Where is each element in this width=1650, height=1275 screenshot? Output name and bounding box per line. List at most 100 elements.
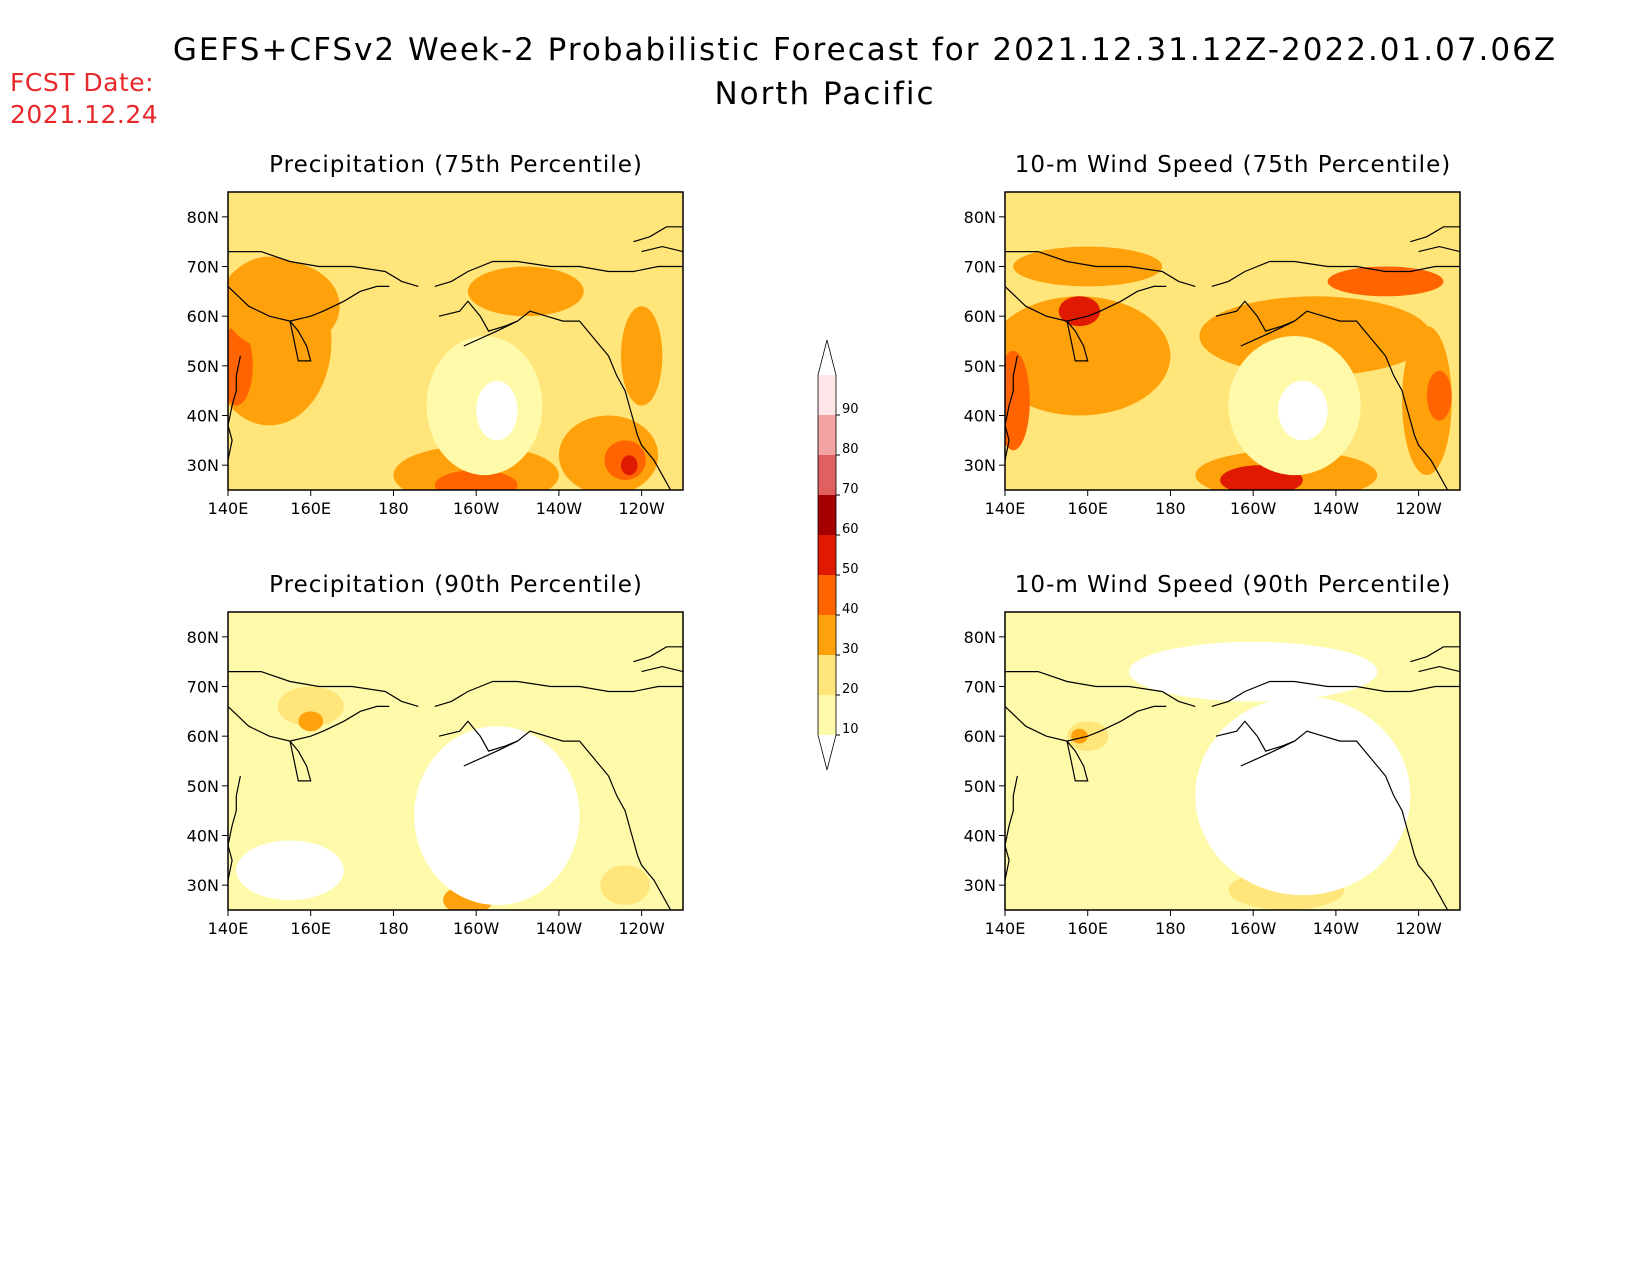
colorbar-swatch — [818, 575, 836, 615]
field-blob — [1071, 728, 1088, 744]
colorbar: 10 20 30 40 50 60 70 80 90 — [817, 339, 859, 771]
lon-tick-label: 160E — [290, 499, 331, 518]
lat-tick-label: 40N — [964, 407, 996, 426]
colorbar-label: 50 — [842, 562, 859, 577]
lon-tick-label: 160E — [290, 919, 331, 938]
field-blob — [434, 470, 518, 490]
map-frame — [227, 611, 684, 911]
coastline — [463, 730, 609, 777]
lon-tick-label: 180 — [1155, 919, 1186, 938]
colorbar-label: 30 — [842, 642, 859, 657]
colorbar-swatch — [818, 535, 836, 575]
coastline — [438, 300, 518, 332]
lat-tick-label: 40N — [187, 407, 219, 426]
map-wind90: 80N 70N 60N 50N 40N 30N 140E 160E 180 160W 140W 120… — [964, 611, 1461, 938]
lon-tick-label: 180 — [1155, 499, 1186, 518]
lat-tick-label: 70N — [187, 678, 219, 697]
coastline — [1211, 260, 1460, 287]
coastline — [228, 285, 390, 322]
lat-tick-label: 30N — [964, 456, 996, 475]
map-field-precip75 — [228, 192, 683, 490]
lat-tick-label: 30N — [187, 456, 219, 475]
coastline — [1384, 775, 1449, 910]
colorbar-label: 60 — [842, 522, 859, 537]
lat-tick-label: 50N — [964, 777, 996, 796]
lon-tick-label: 160W — [453, 499, 500, 518]
coastline — [228, 671, 419, 707]
coastline — [289, 320, 312, 362]
lat-tick-label: 80N — [964, 628, 996, 647]
field-blob — [1005, 350, 1030, 451]
fcst-date-value: 2021.12.24 — [10, 100, 159, 129]
lat-tick-label: 70N — [964, 258, 996, 277]
coastline — [1418, 665, 1460, 673]
field-blob — [467, 266, 584, 317]
page-subtitle: North Pacific — [714, 76, 936, 112]
coastline — [228, 775, 241, 881]
coastline — [633, 226, 683, 243]
lon-tick-label: 140E — [208, 499, 249, 518]
field-blob — [1013, 246, 1163, 287]
coastline — [228, 705, 390, 742]
field-blob — [228, 326, 253, 406]
coastline — [1005, 705, 1167, 742]
lon-tick-label: 180 — [378, 499, 409, 518]
map-wind75: 80N 70N 60N 50N 40N 30N 140E 160E 180 160W 140W 120… — [964, 191, 1461, 518]
colorbar-label: 40 — [842, 602, 859, 617]
lat-tick-label: 50N — [964, 357, 996, 376]
map-field-wind75 — [1005, 192, 1460, 490]
lat-tick-label: 40N — [187, 827, 219, 846]
lon-tick-label: 160E — [1067, 919, 1108, 938]
map-precip90: 80N 70N 60N 50N 40N 30N 140E 160E 180 160W 140W 120… — [187, 611, 684, 938]
field-blob — [1129, 641, 1378, 702]
coastline — [1410, 646, 1460, 663]
coastline — [641, 245, 683, 253]
field-blob — [1005, 296, 1171, 416]
lon-tick-label: 120W — [1395, 919, 1442, 938]
coastline — [633, 646, 683, 663]
coastline — [228, 251, 419, 287]
field-blob — [414, 726, 580, 906]
coastline — [1066, 740, 1089, 782]
colorbar-swatch — [818, 695, 836, 735]
panel-title-wind90: 10-m Wind Speed (90th Percentile) — [1014, 572, 1452, 598]
lat-tick-label: 30N — [187, 876, 219, 895]
colorbar-label: 90 — [842, 402, 859, 417]
coastline — [1410, 226, 1460, 243]
coastline — [289, 740, 312, 782]
lon-tick-label: 160W — [453, 919, 500, 938]
field-blob — [476, 380, 518, 441]
colorbar-swatch — [818, 655, 836, 695]
map-field-precip90 — [228, 612, 683, 910]
field-blob — [620, 306, 663, 406]
coastline — [1215, 720, 1295, 752]
coastline — [1066, 320, 1089, 362]
field-blob — [1426, 370, 1452, 421]
lat-tick-label: 40N — [964, 827, 996, 846]
lat-tick-label: 50N — [187, 357, 219, 376]
colorbar-label: 70 — [842, 482, 859, 497]
field-blob — [620, 455, 638, 476]
lon-tick-label: 120W — [618, 499, 665, 518]
lon-tick-label: 140E — [985, 919, 1026, 938]
lon-tick-label: 140E — [985, 499, 1026, 518]
lat-tick-label: 60N — [187, 727, 219, 746]
coastline — [228, 355, 241, 461]
lat-tick-label: 60N — [187, 307, 219, 326]
field-blob — [1327, 266, 1444, 297]
colorbar-swatch — [818, 455, 836, 495]
panel-title-precip90: Precipitation (90th Percentile) — [269, 572, 643, 598]
colorbar-swatch — [818, 415, 836, 455]
colorbar-label: 20 — [842, 682, 859, 697]
map-frame — [1004, 191, 1461, 491]
lon-tick-label: 160W — [1230, 499, 1277, 518]
lat-tick-label: 80N — [187, 208, 219, 227]
lon-tick-label: 160E — [1067, 499, 1108, 518]
lon-tick-label: 160W — [1230, 919, 1277, 938]
coastline — [641, 665, 683, 673]
lat-tick-label: 80N — [187, 628, 219, 647]
coastline — [1005, 285, 1167, 322]
panel-title-precip75: Precipitation (75th Percentile) — [269, 152, 643, 178]
lat-tick-label: 50N — [187, 777, 219, 796]
coastline — [1215, 300, 1295, 332]
